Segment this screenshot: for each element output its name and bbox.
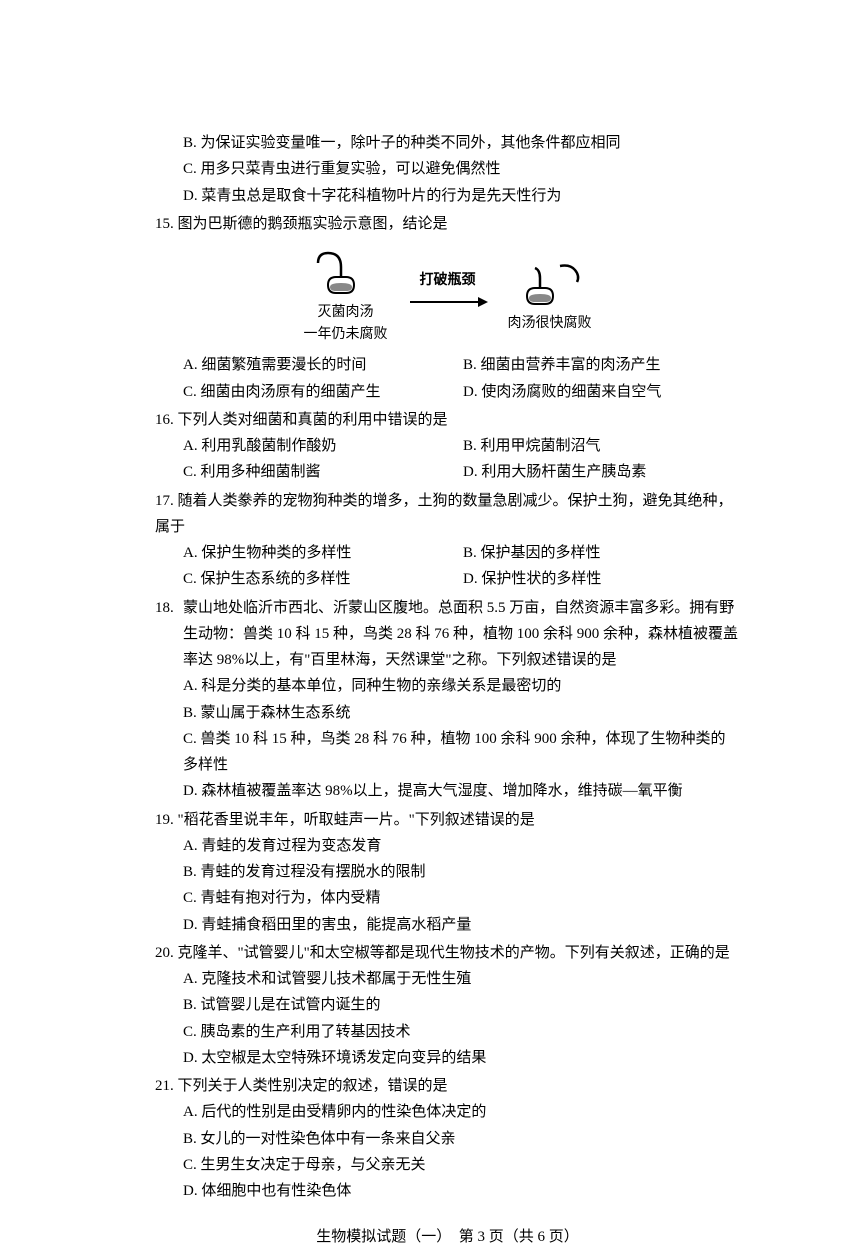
question-stem: 16. 下列人类对细菌和真菌的利用中错误的是 bbox=[155, 407, 740, 433]
question-stem: 17. 随着人类豢养的宠物狗种类的增多，土狗的数量急剧减少。保护土狗，避免其绝种… bbox=[155, 488, 740, 541]
arrow-group: 打破瓶颈 bbox=[408, 269, 488, 310]
broken-flask-icon bbox=[515, 256, 585, 311]
question-stem: 20. 克隆羊、"试管婴儿"和太空椒等都是现代生物技术的产物。下列有关叙述，正确… bbox=[155, 940, 740, 966]
option-c: C. 生男生女决定于母亲，与父亲无关 bbox=[155, 1152, 740, 1178]
option-a: A. 后代的性别是由受精卵内的性染色体决定的 bbox=[155, 1099, 740, 1125]
question-16: 16. 下列人类对细菌和真菌的利用中错误的是 A. 利用乳酸菌制作酸奶 B. 利… bbox=[155, 407, 740, 486]
question-21: 21. 下列关于人类性别决定的叙述，错误的是 A. 后代的性别是由受精卵内的性染… bbox=[155, 1073, 740, 1204]
option-b: B. 试管婴儿是在试管内诞生的 bbox=[155, 992, 740, 1018]
flask-diagram: 灭菌肉汤 一年仍未腐败 打破瓶颈 肉汤很快腐败 bbox=[155, 245, 740, 344]
option-d: D. 太空椒是太空特殊环境诱发定向变异的结果 bbox=[155, 1045, 740, 1071]
question-stem: 15. 图为巴斯德的鹅颈瓶实验示意图，结论是 bbox=[155, 211, 740, 237]
question-15: 15. 图为巴斯德的鹅颈瓶实验示意图，结论是 灭菌肉汤 一年仍未腐败 打破瓶颈 bbox=[155, 211, 740, 405]
option-c: C. 青蛙有抱对行为，体内受精 bbox=[155, 885, 740, 911]
option-b: B. 女儿的一对性染色体中有一条来自父亲 bbox=[155, 1126, 740, 1152]
question-19: 19. "稻花香里说丰年，听取蛙声一片。"下列叙述错误的是 A. 青蛙的发育过程… bbox=[155, 807, 740, 938]
option-c: C. 用多只菜青虫进行重复实验，可以避免偶然性 bbox=[155, 156, 740, 182]
option-d: D. 森林植被覆盖率达 98%以上，提高大气湿度、增加降水，维持碳—氧平衡 bbox=[155, 778, 740, 804]
option-a: A. 科是分类的基本单位，同种生物的亲缘关系是最密切的 bbox=[155, 673, 740, 699]
flask-right: 肉汤很快腐败 bbox=[508, 256, 592, 333]
option-d: D. 利用大肠杆菌生产胰岛素 bbox=[463, 459, 646, 485]
option-a: A. 青蛙的发育过程为变态发育 bbox=[155, 833, 740, 859]
option-b: B. 青蛙的发育过程没有摆脱水的限制 bbox=[155, 859, 740, 885]
option-c: C. 保护生态系统的多样性 bbox=[183, 566, 463, 592]
option-c: C. 兽类 10 科 15 种，鸟类 28 科 76 种，植物 100 余科 9… bbox=[155, 726, 740, 779]
option-d: D. 保护性状的多样性 bbox=[463, 566, 601, 592]
flask-right-label: 肉汤很快腐败 bbox=[508, 315, 592, 333]
option-b: B. 利用甲烷菌制沼气 bbox=[463, 433, 601, 459]
question-stem: 蒙山地处临沂市西北、沂蒙山区腹地。总面积 5.5 万亩，自然资源丰富多彩。拥有野… bbox=[183, 595, 740, 674]
option-d: D. 菜青虫总是取食十字花科植物叶片的行为是先天性行为 bbox=[155, 183, 740, 209]
option-a: A. 细菌繁殖需要漫长的时间 bbox=[183, 352, 463, 378]
question-number: 18. bbox=[155, 595, 183, 674]
option-a: A. 克隆技术和试管婴儿技术都属于无性生殖 bbox=[155, 966, 740, 992]
question-17: 17. 随着人类豢养的宠物狗种类的增多，土狗的数量急剧减少。保护土狗，避免其绝种… bbox=[155, 488, 740, 593]
option-d: D. 体细胞中也有性染色体 bbox=[155, 1178, 740, 1204]
option-b: B. 细菌由营养丰富的肉汤产生 bbox=[463, 352, 661, 378]
option-c: C. 利用多种细菌制酱 bbox=[183, 459, 463, 485]
option-c: C. 胰岛素的生产利用了转基因技术 bbox=[155, 1019, 740, 1045]
arrow-icon bbox=[408, 294, 488, 310]
flask-left: 灭菌肉汤 一年仍未腐败 bbox=[304, 245, 388, 344]
question-20: 20. 克隆羊、"试管婴儿"和太空椒等都是现代生物技术的产物。下列有关叙述，正确… bbox=[155, 940, 740, 1071]
flask-left-label-2: 一年仍未腐败 bbox=[304, 326, 388, 344]
option-a: A. 利用乳酸菌制作酸奶 bbox=[183, 433, 463, 459]
question-14-partial: B. 为保证实验变量唯一，除叶子的种类不同外，其他条件都应相同 C. 用多只菜青… bbox=[155, 130, 740, 209]
option-b: B. 蒙山属于森林生态系统 bbox=[155, 700, 740, 726]
option-b: B. 保护基因的多样性 bbox=[463, 540, 601, 566]
question-stem: 19. "稻花香里说丰年，听取蛙声一片。"下列叙述错误的是 bbox=[155, 807, 740, 833]
flask-left-label-1: 灭菌肉汤 bbox=[318, 304, 374, 322]
option-a: A. 保护生物种类的多样性 bbox=[183, 540, 463, 566]
option-c: C. 细菌由肉汤原有的细菌产生 bbox=[183, 379, 463, 405]
option-d: D. 青蛙捕食稻田里的害虫，能提高水稻产量 bbox=[155, 912, 740, 938]
question-18: 18. 蒙山地处临沂市西北、沂蒙山区腹地。总面积 5.5 万亩，自然资源丰富多彩… bbox=[155, 595, 740, 805]
page-footer: 生物模拟试题（一） 第 3 页（共 6 页） bbox=[155, 1224, 740, 1250]
swan-neck-flask-icon bbox=[316, 245, 376, 300]
option-b: B. 为保证实验变量唯一，除叶子的种类不同外，其他条件都应相同 bbox=[155, 130, 740, 156]
question-stem: 21. 下列关于人类性别决定的叙述，错误的是 bbox=[155, 1073, 740, 1099]
arrow-label: 打破瓶颈 bbox=[420, 269, 476, 294]
option-d: D. 使肉汤腐败的细菌来自空气 bbox=[463, 379, 661, 405]
